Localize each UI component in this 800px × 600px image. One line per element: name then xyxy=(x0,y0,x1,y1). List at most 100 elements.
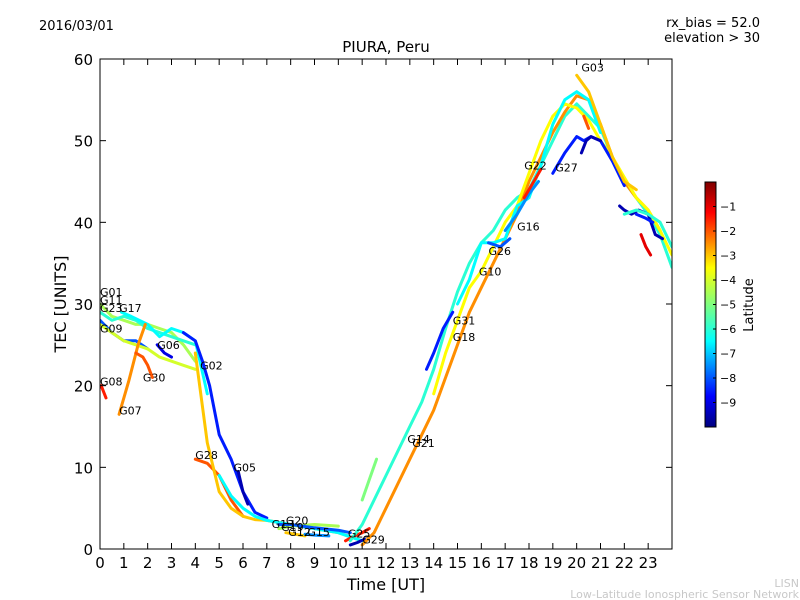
colorbar-label: Latitude xyxy=(742,278,757,332)
y-tick-label: 40 xyxy=(74,214,93,232)
series-G11 xyxy=(100,310,197,347)
y-tick-label: 30 xyxy=(74,296,93,314)
x-tick-label: 17 xyxy=(496,554,515,572)
satellite-label-G30: G30 xyxy=(143,372,166,385)
satellite-label-G17: G17 xyxy=(119,302,142,315)
satellite-label-G23: G23 xyxy=(100,302,123,315)
series-G18 xyxy=(432,102,672,396)
satellite-label-G06: G06 xyxy=(157,339,180,352)
satellite-label-G03: G03 xyxy=(581,61,604,74)
x-tick-label: 0 xyxy=(95,554,105,572)
y-tick-label: 10 xyxy=(74,459,93,477)
x-tick-label: 2 xyxy=(143,554,153,572)
satellite-labels: G01G11G23G17G09G08G07G30G06G02G28G05G13G… xyxy=(100,61,604,546)
x-axis-ticks: 0 1 2 3 4 5 6 7 8 9 10 11 12 13 14 15 16 17 18 19 20 21 22 23 xyxy=(95,59,658,572)
x-tick-label: 8 xyxy=(286,554,296,572)
x-axis-label: Time [UT] xyxy=(346,575,425,594)
colorbar-ticks: −1 −2 −3 −4 −5 −6 −7 −8 −9 xyxy=(713,201,736,410)
satellite-label-G05: G05 xyxy=(234,461,257,474)
elevation-label: elevation > 30 xyxy=(664,31,760,46)
x-tick-label: 10 xyxy=(329,554,348,572)
x-tick-label: 20 xyxy=(567,554,586,572)
x-tick-label: 7 xyxy=(262,554,272,572)
satellite-label-G18: G18 xyxy=(453,331,476,344)
rx-bias-label: rx_bias = 52.0 xyxy=(666,16,760,31)
x-tick-label: 22 xyxy=(615,554,634,572)
series-G08 xyxy=(100,384,108,400)
series-G27b xyxy=(579,135,602,155)
satellite-label-G07: G07 xyxy=(119,404,142,417)
x-tick-label: 6 xyxy=(238,554,248,572)
y-axis-ticks: 0 10 20 30 40 50 60 xyxy=(74,51,672,559)
colorbar-tick-label: −1 xyxy=(720,201,736,214)
series-G20 xyxy=(217,474,364,543)
x-tick-label: 9 xyxy=(310,554,320,572)
colorbar-tick-label: −2 xyxy=(720,225,736,238)
x-tick-label: 11 xyxy=(353,554,372,572)
satellite-label-G09: G09 xyxy=(100,323,123,336)
x-tick-label: 19 xyxy=(543,554,562,572)
series-G19 xyxy=(193,351,364,543)
series-G26 xyxy=(487,237,512,249)
series-G24 xyxy=(277,523,352,535)
y-tick-label: 50 xyxy=(74,133,93,151)
colorbar-tick-label: −9 xyxy=(720,397,736,410)
x-tick-label: 1 xyxy=(119,554,129,572)
satellite-label-G20: G20 xyxy=(286,515,309,528)
satellite-label-G14: G14 xyxy=(407,433,430,446)
colorbar-tick-label: −4 xyxy=(720,274,736,287)
satellite-label-G10: G10 xyxy=(479,265,502,278)
x-tick-label: 12 xyxy=(376,554,395,572)
x-tick-label: 16 xyxy=(472,554,491,572)
series-G15 xyxy=(303,532,331,538)
x-tick-label: 15 xyxy=(448,554,467,572)
series-G03b xyxy=(582,114,591,130)
series-G25 xyxy=(344,527,371,543)
x-tick-label: 4 xyxy=(191,554,201,572)
satellite-label-G19: G19 xyxy=(281,521,304,534)
satellite-label-G26: G26 xyxy=(489,245,512,258)
x-tick-label: 13 xyxy=(400,554,419,572)
x-tick-label: 21 xyxy=(591,554,610,572)
series-G06 xyxy=(155,343,173,359)
series-G22 xyxy=(522,167,543,200)
satellite-label-G21: G21 xyxy=(412,437,435,450)
series-G26b xyxy=(360,457,378,502)
y-tick-label: 60 xyxy=(74,51,93,69)
satellite-label-G13: G13 xyxy=(272,518,295,531)
footer-lisn: LISN xyxy=(774,577,799,590)
colorbar-tick-label: −3 xyxy=(720,250,736,263)
footer-network: Low-Latitude Ionospheric Sensor Network xyxy=(570,588,799,600)
colorbar-tick-label: −8 xyxy=(720,372,736,385)
x-tick-label: 14 xyxy=(424,554,443,572)
series-G22b xyxy=(639,233,653,257)
colorbar-tick-label: −6 xyxy=(720,323,736,336)
y-tick-label: 20 xyxy=(74,378,93,396)
series-G29 xyxy=(348,537,366,547)
satellite-label-G22: G22 xyxy=(524,159,547,172)
satellite-label-G29: G29 xyxy=(362,533,385,546)
colorbar-tick-label: −5 xyxy=(720,299,736,312)
series-G30 xyxy=(134,351,154,379)
x-tick-label: 3 xyxy=(167,554,177,572)
x-tick-label: 23 xyxy=(639,554,658,572)
y-axis-label: TEC [UNITS] xyxy=(51,256,70,354)
satellite-label-G08: G08 xyxy=(100,376,123,389)
satellite-label-G27: G27 xyxy=(555,162,578,175)
y-tick-label: 0 xyxy=(83,541,93,559)
x-tick-label: 18 xyxy=(519,554,538,572)
satellite-label-G28: G28 xyxy=(195,449,218,462)
satellite-label-G02: G02 xyxy=(200,359,223,372)
series-G16 xyxy=(503,180,540,232)
series-G31 xyxy=(425,310,455,371)
date-label: 2016/03/01 xyxy=(39,19,114,34)
series-G18b xyxy=(634,212,655,224)
x-tick-label: 5 xyxy=(214,554,224,572)
satellite-label-G25: G25 xyxy=(348,528,371,541)
series-G07 xyxy=(117,322,147,416)
series-G14 xyxy=(348,102,672,543)
series-G03 xyxy=(575,73,638,192)
colorbar-tick-label: −7 xyxy=(720,348,736,361)
series-layer xyxy=(100,73,672,547)
